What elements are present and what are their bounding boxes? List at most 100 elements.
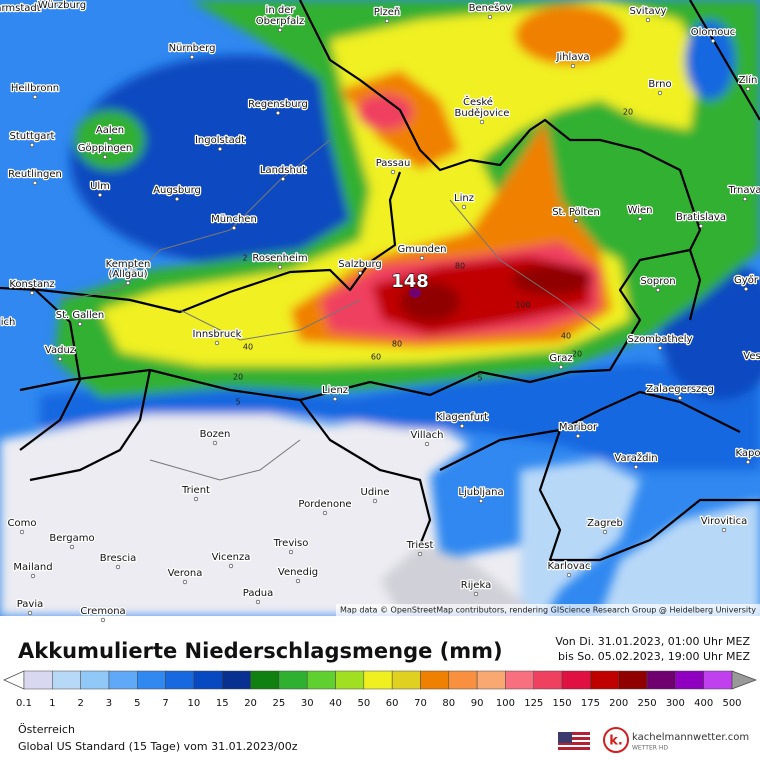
city-label: Heilbronn bbox=[11, 83, 59, 94]
city-label: armstadt bbox=[0, 3, 41, 14]
model-info: Global US Standard (15 Tage) vom 31.01.2… bbox=[18, 740, 298, 753]
city-label: Ves bbox=[743, 351, 760, 362]
city-label: Kapo bbox=[736, 448, 760, 459]
city-label: Regensburg bbox=[248, 99, 308, 110]
scale-label: 30 bbox=[301, 698, 314, 709]
scale-swatch bbox=[561, 670, 591, 690]
city-label: Como bbox=[8, 518, 37, 529]
scale-swatch bbox=[306, 670, 336, 690]
scale-label: 2 bbox=[77, 698, 83, 709]
town-dot bbox=[30, 573, 36, 579]
city-label: Mailand bbox=[13, 562, 52, 573]
scale-swatch bbox=[646, 670, 676, 690]
city-label: Brescia bbox=[100, 553, 137, 564]
max-value: 148 bbox=[391, 271, 429, 292]
town-dot bbox=[277, 27, 283, 33]
city-label: Ingolstadt bbox=[195, 135, 245, 146]
town-dot bbox=[280, 176, 286, 182]
city-label: Zagreb bbox=[587, 518, 623, 529]
town-dot bbox=[390, 169, 396, 175]
town-dot bbox=[384, 18, 390, 24]
town-dot bbox=[275, 110, 281, 116]
town-dot bbox=[459, 423, 465, 429]
city-label: Aalen bbox=[96, 125, 124, 136]
city-label: Sopron bbox=[640, 276, 675, 287]
scale-swatch bbox=[80, 670, 110, 690]
city-label: Rosenheim bbox=[252, 253, 307, 264]
scale-label: 60 bbox=[386, 698, 399, 709]
contour-label: 80 bbox=[455, 262, 465, 271]
town-dot bbox=[107, 136, 113, 142]
city-label: Salzburg bbox=[338, 259, 381, 270]
town-dot bbox=[473, 591, 479, 597]
contour-label: 40 bbox=[561, 332, 571, 341]
period-end: bis So. 05.02.2023, 19:00 Uhr MEZ bbox=[558, 650, 750, 663]
city-label: Trient bbox=[181, 485, 210, 496]
town-dot bbox=[102, 154, 108, 160]
city-label: Ljubljana bbox=[458, 487, 503, 498]
city-label: Jihlava bbox=[555, 52, 589, 63]
contour-label: 20 bbox=[572, 350, 582, 359]
scale-swatch bbox=[363, 670, 393, 690]
city-label: Rijeka bbox=[461, 580, 491, 591]
city-label: Venedig bbox=[278, 567, 318, 578]
town-dot bbox=[322, 510, 328, 516]
contour-label: 80 bbox=[392, 340, 402, 349]
scale-swatch bbox=[165, 670, 195, 690]
city-label: München bbox=[211, 214, 257, 225]
contour-label: 5 bbox=[477, 374, 482, 383]
city-label: Szombathely bbox=[627, 334, 692, 345]
period-start: Von Di. 31.01.2023, 01:00 Uhr MEZ bbox=[555, 635, 750, 648]
town-dot bbox=[214, 340, 220, 346]
map bbox=[0, 0, 760, 616]
city-label: Pavia bbox=[17, 599, 44, 610]
town-dot bbox=[677, 395, 683, 401]
contour-label: 100 bbox=[515, 301, 530, 310]
contour-label: 40 bbox=[243, 343, 253, 352]
scale-label: 10 bbox=[188, 698, 201, 709]
scale-label: 90 bbox=[471, 698, 484, 709]
scale-swatch bbox=[23, 670, 53, 690]
town-dot bbox=[27, 610, 33, 616]
scale-swatch bbox=[590, 670, 619, 690]
city-label: Verona bbox=[168, 568, 203, 579]
town-dot bbox=[721, 527, 727, 533]
city-label: Linz bbox=[454, 193, 474, 204]
scale-label: 7 bbox=[162, 698, 168, 709]
scale-label: 175 bbox=[581, 698, 600, 709]
scale-label: 200 bbox=[609, 698, 628, 709]
city-label: České bbox=[463, 95, 493, 108]
town-dot bbox=[602, 529, 608, 535]
city-label: St. Gallen bbox=[56, 310, 105, 321]
scale-label: 20 bbox=[244, 698, 257, 709]
town-dot bbox=[657, 345, 663, 351]
scale-swatch bbox=[108, 670, 138, 690]
city-label: Trnava bbox=[727, 185, 760, 196]
town-dot bbox=[295, 578, 301, 584]
scale-label: 5 bbox=[134, 698, 140, 709]
town-dot bbox=[417, 551, 423, 557]
city-label: Vaduz bbox=[45, 345, 75, 356]
town-dot bbox=[277, 264, 283, 270]
city-label: Zlín bbox=[739, 74, 758, 86]
scale-label: 100 bbox=[496, 698, 515, 709]
town-dot bbox=[573, 218, 579, 224]
town-dot bbox=[655, 287, 661, 293]
city-label: Treviso bbox=[273, 538, 309, 549]
city-label: in der bbox=[266, 5, 296, 16]
scale-swatch bbox=[335, 670, 365, 690]
scale-label: 250 bbox=[637, 698, 656, 709]
town-dot bbox=[174, 196, 180, 202]
city-label: Graz bbox=[549, 353, 572, 364]
town-dot bbox=[32, 94, 38, 100]
city-label: Triest bbox=[406, 540, 434, 551]
scale-swatch bbox=[703, 670, 733, 690]
town-dot bbox=[637, 216, 643, 222]
legend-title: Akkumulierte Niederschlagsmenge (mm) bbox=[18, 639, 503, 663]
town-dot bbox=[189, 54, 195, 60]
city-label: Vicenza bbox=[212, 552, 251, 563]
scale-label: 80 bbox=[442, 698, 455, 709]
scale-swatch bbox=[533, 670, 563, 690]
city-label: Udine bbox=[361, 487, 390, 498]
